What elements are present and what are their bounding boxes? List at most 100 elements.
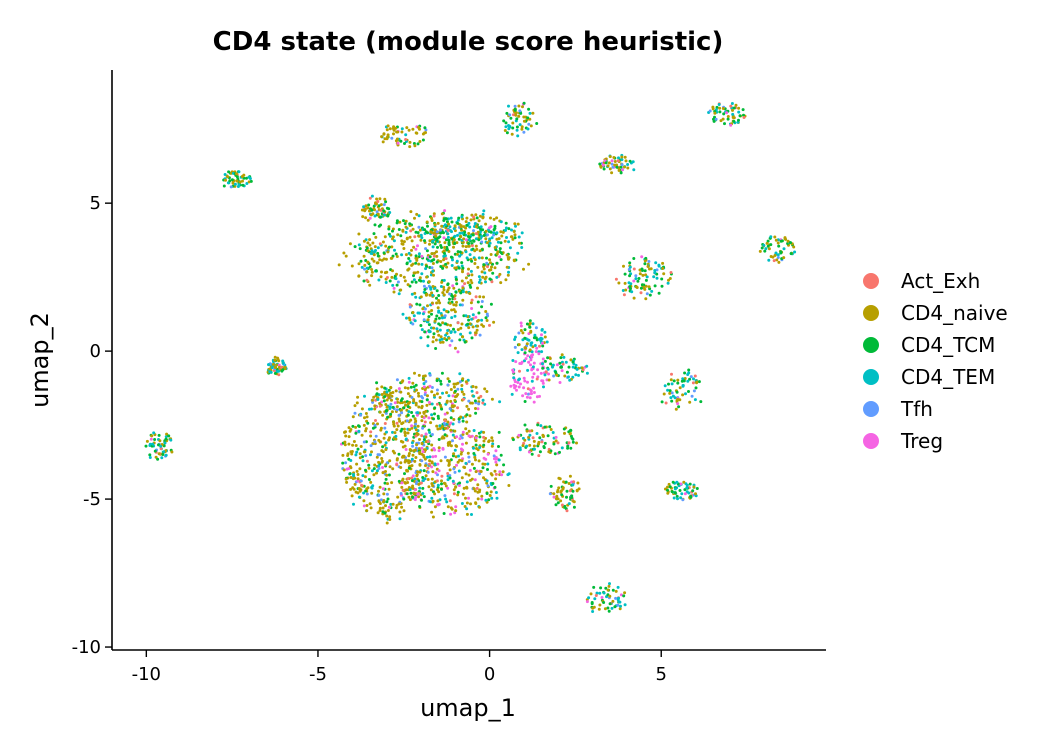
data-point <box>365 492 369 496</box>
data-point <box>527 435 531 439</box>
data-point <box>610 162 614 166</box>
data-point <box>767 258 771 262</box>
data-point <box>451 394 455 398</box>
data-point <box>491 439 495 443</box>
data-point <box>726 117 730 121</box>
data-point <box>357 425 361 428</box>
data-point <box>448 297 451 301</box>
data-point <box>389 412 393 416</box>
data-point <box>405 459 409 463</box>
data-point <box>400 242 404 246</box>
data-point <box>446 443 450 447</box>
data-point <box>556 441 560 445</box>
data-point <box>440 479 443 483</box>
data-point <box>433 251 436 255</box>
data-point <box>245 182 249 185</box>
data-point <box>645 292 649 296</box>
data-point <box>551 365 554 369</box>
data-point <box>373 245 377 249</box>
data-point <box>467 238 471 242</box>
data-point <box>523 351 527 355</box>
data-point <box>399 390 403 394</box>
data-point <box>394 434 398 438</box>
data-point <box>474 331 477 335</box>
data-point <box>449 506 453 510</box>
data-point <box>493 246 497 249</box>
data-point <box>569 446 573 450</box>
data-point <box>478 435 482 439</box>
data-point <box>395 408 399 412</box>
data-point <box>380 459 384 463</box>
data-point <box>357 495 361 499</box>
data-point <box>567 365 571 369</box>
data-point <box>378 453 381 457</box>
data-point <box>532 439 536 443</box>
data-point <box>369 506 373 510</box>
data-point <box>406 392 410 396</box>
data-point <box>515 128 519 132</box>
data-point <box>662 272 666 276</box>
data-point <box>437 469 441 473</box>
data-point <box>532 400 536 404</box>
data-point <box>389 256 393 260</box>
data-point <box>432 214 436 218</box>
data-point <box>499 241 503 245</box>
data-point <box>590 602 594 606</box>
data-point <box>519 382 522 386</box>
data-point <box>422 382 426 386</box>
data-point <box>384 244 388 248</box>
data-point <box>444 333 448 337</box>
data-point <box>416 231 420 235</box>
data-point <box>343 443 347 447</box>
data-point <box>423 239 426 243</box>
data-point <box>489 216 492 220</box>
data-point <box>446 377 450 381</box>
data-point <box>382 492 386 496</box>
legend-label: CD4_TEM <box>901 365 995 389</box>
data-point <box>444 322 448 326</box>
data-point <box>452 238 456 242</box>
data-point <box>392 239 396 243</box>
data-point <box>537 440 541 444</box>
data-point <box>547 372 550 376</box>
data-point <box>467 460 471 464</box>
data-point <box>507 227 511 231</box>
data-point <box>432 273 435 277</box>
data-point <box>668 391 672 395</box>
data-point <box>494 457 498 461</box>
data-point <box>470 307 474 310</box>
data-point <box>432 254 436 258</box>
data-point <box>413 144 417 148</box>
data-point <box>383 390 387 394</box>
data-point <box>380 270 383 274</box>
data-point <box>359 445 363 448</box>
data-point <box>414 383 418 387</box>
data-point <box>402 497 406 501</box>
data-point <box>416 244 419 248</box>
data-point <box>488 323 491 327</box>
data-point <box>611 599 615 603</box>
data-point <box>438 427 442 430</box>
data-point <box>233 182 237 186</box>
data-point <box>616 603 620 607</box>
data-point <box>671 480 675 484</box>
legend-swatch <box>863 337 879 353</box>
data-point <box>448 225 452 229</box>
data-point <box>555 494 559 498</box>
data-point <box>396 130 400 134</box>
data-point <box>348 242 352 246</box>
data-point <box>393 248 396 252</box>
data-point <box>448 499 452 503</box>
data-point <box>245 176 248 180</box>
data-point <box>547 450 551 454</box>
data-point <box>375 387 379 391</box>
data-point <box>452 227 456 231</box>
data-point <box>410 411 414 414</box>
data-point <box>281 368 285 372</box>
data-point <box>485 261 489 265</box>
data-point <box>542 385 545 389</box>
data-point <box>506 473 510 477</box>
data-point <box>433 319 437 323</box>
data-point <box>375 197 379 201</box>
data-point <box>517 235 521 239</box>
